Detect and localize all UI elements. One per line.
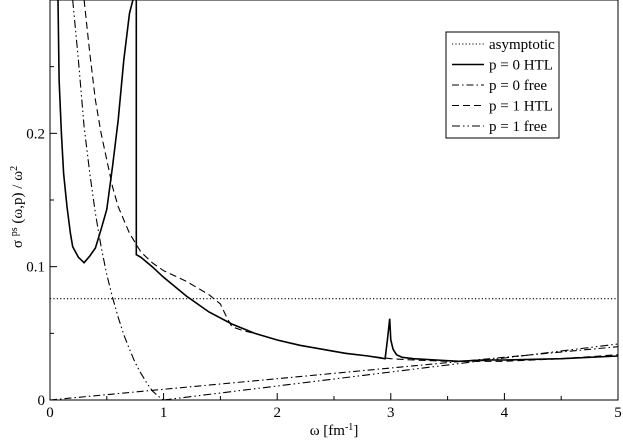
x-tick-label-1: 1 (160, 405, 168, 421)
x-tick-label-3: 3 (387, 405, 395, 421)
series-line-1-0 (57, 0, 134, 264)
x-tick-label-4: 4 (501, 405, 509, 421)
legend-label-3: p = 1 HTL (489, 99, 553, 115)
y-tick-label-0: 0 (38, 393, 46, 409)
x-axis-title: ω [fm-1] (310, 422, 359, 439)
legend-label-4: p = 1 free (489, 119, 547, 135)
legend-box (445, 31, 560, 139)
y-tick-label-1: 0.1 (26, 260, 45, 276)
legend-label-2: p = 0 free (489, 78, 547, 94)
x-tick-label-2: 2 (273, 405, 281, 421)
x-tick-label-0: 0 (46, 405, 54, 421)
legend-label-1: p = 0 HTL (489, 58, 553, 74)
x-tick-label-5: 5 (614, 405, 622, 421)
axis-layer: 0 1 2 3 4 5 0 0.1 0.2 (26, 66, 622, 421)
series-line-4-0 (72, 0, 164, 400)
legend: asymptotic p = 0 HTL p = 0 free p = 1 HTL p … (445, 31, 560, 139)
series-line-3-0 (83, 0, 618, 362)
y-axis-title: σ ps (ω,p) / ω2 (9, 166, 26, 248)
y-tick-label-2: 0.2 (26, 126, 45, 142)
series-layer (50, 0, 618, 400)
series-line-4-1 (163, 343, 618, 400)
legend-label-0: asymptotic (489, 37, 555, 53)
